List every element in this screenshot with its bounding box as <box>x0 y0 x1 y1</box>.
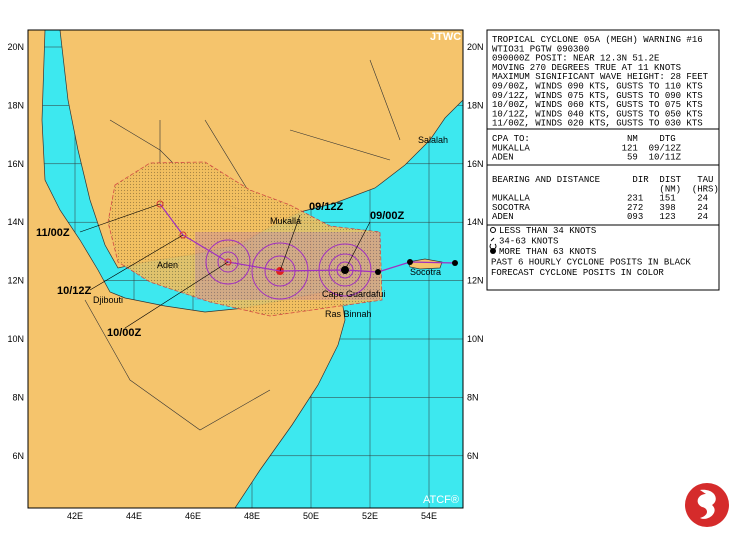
place-label: Salalah <box>418 135 448 145</box>
fix-label: 10/12Z <box>57 285 92 297</box>
lat-label: 6N <box>12 451 24 461</box>
forecast-track <box>79 161 458 329</box>
bearing-line: (NM) (HRS) <box>492 184 719 194</box>
lat-label: 14N <box>7 217 24 227</box>
place-label: Mukalla <box>270 216 301 226</box>
lon-label: 48E <box>244 511 260 521</box>
legend-line: LESS THAN 34 KNOTS <box>499 226 596 236</box>
panel-line: MOVING 270 DEGREES TRUE AT 11 KNOTS <box>492 63 681 73</box>
lat-label: 14N <box>467 217 484 227</box>
place-label: Aden <box>157 260 178 270</box>
lon-label: 42E <box>67 511 83 521</box>
lat-label: 18N <box>7 100 24 110</box>
panel-line: TROPICAL CYCLONE 05A (MEGH) WARNING #16 <box>492 35 703 45</box>
legend-line: FORECAST CYCLONE POSITS IN COLOR <box>491 268 664 278</box>
cpa-line: ADEN 59 10/11Z <box>492 153 682 163</box>
lat-label: 12N <box>467 276 484 286</box>
lat-label: 8N <box>12 392 24 402</box>
bearing-line: MUKALLA 231 151 24 <box>492 194 708 204</box>
lat-label: 20N <box>7 42 24 52</box>
agency: JTWC <box>430 31 461 43</box>
logo <box>685 483 729 527</box>
fix-label: 11/00Z <box>36 227 70 239</box>
legend-box <box>486 224 720 291</box>
bearing-line: SOCOTRA 272 398 24 <box>492 203 708 213</box>
panel-line: MAXIMUM SIGNIFICANT WAVE HEIGHT: 28 FEET <box>492 72 709 82</box>
fix-label: 10/00Z <box>107 327 142 339</box>
info-panel <box>486 29 720 226</box>
lon-label: 46E <box>185 511 201 521</box>
lon-label: 52E <box>362 511 378 521</box>
legend-line: 34-63 KNOTS <box>499 237 558 247</box>
lat-label: 6N <box>467 451 479 461</box>
place-label: Ras Binnah <box>325 309 372 319</box>
lon-label: 44E <box>126 511 142 521</box>
bearing-line: ADEN 093 123 24 <box>492 212 708 222</box>
lat-label: 16N <box>7 159 24 169</box>
panel-line: 10/00Z, WINDS 060 KTS, GUSTS TO 075 KTS <box>492 100 703 110</box>
panel-line: WTIO31 PGTW 090300 <box>492 44 589 54</box>
panel-line: 11/00Z, WINDS 020 KTS, GUSTS TO 030 KTS <box>492 119 703 129</box>
place-label: Djibouti <box>93 295 123 305</box>
panel-line: 10/12Z, WINDS 040 KTS, GUSTS TO 050 KTS <box>492 109 703 119</box>
fix-label: 09/12Z <box>309 201 344 213</box>
map-frame <box>27 29 464 509</box>
fix-label: 09/00Z <box>370 210 405 222</box>
bearing-line: BEARING AND DISTANCE DIR DIST TAU <box>492 175 713 185</box>
lon-label: 50E <box>303 511 319 521</box>
place-label: Socotra <box>410 267 441 277</box>
cpa-line: MUKALLA 121 09/12Z <box>492 143 682 153</box>
lat-label: 16N <box>467 159 484 169</box>
place-label: Cape Guardafui <box>322 289 386 299</box>
legend-line: PAST 6 HOURLY CYCLONE POSITS IN BLACK <box>491 258 691 268</box>
lat-label: 18N <box>467 100 484 110</box>
lat-label: 8N <box>467 392 479 402</box>
legend-line: MORE THAN 63 KNOTS <box>499 247 596 257</box>
lat-label: 20N <box>467 42 484 52</box>
cpa-line: CPA TO: NM DTG <box>492 134 676 144</box>
lat-label: 12N <box>7 276 24 286</box>
footer: ATCF® <box>423 494 459 506</box>
lat-label: 10N <box>7 334 24 344</box>
panel-line: 09/12Z, WINDS 075 KTS, GUSTS TO 090 KTS <box>492 91 703 101</box>
lat-label: 10N <box>467 334 484 344</box>
panel-line: 09/00Z, WINDS 090 KTS, GUSTS TO 110 KTS <box>492 82 703 92</box>
panel-line: 090000Z POSIT: NEAR 12.3N 51.2E <box>492 54 659 64</box>
lon-label: 54E <box>421 511 437 521</box>
